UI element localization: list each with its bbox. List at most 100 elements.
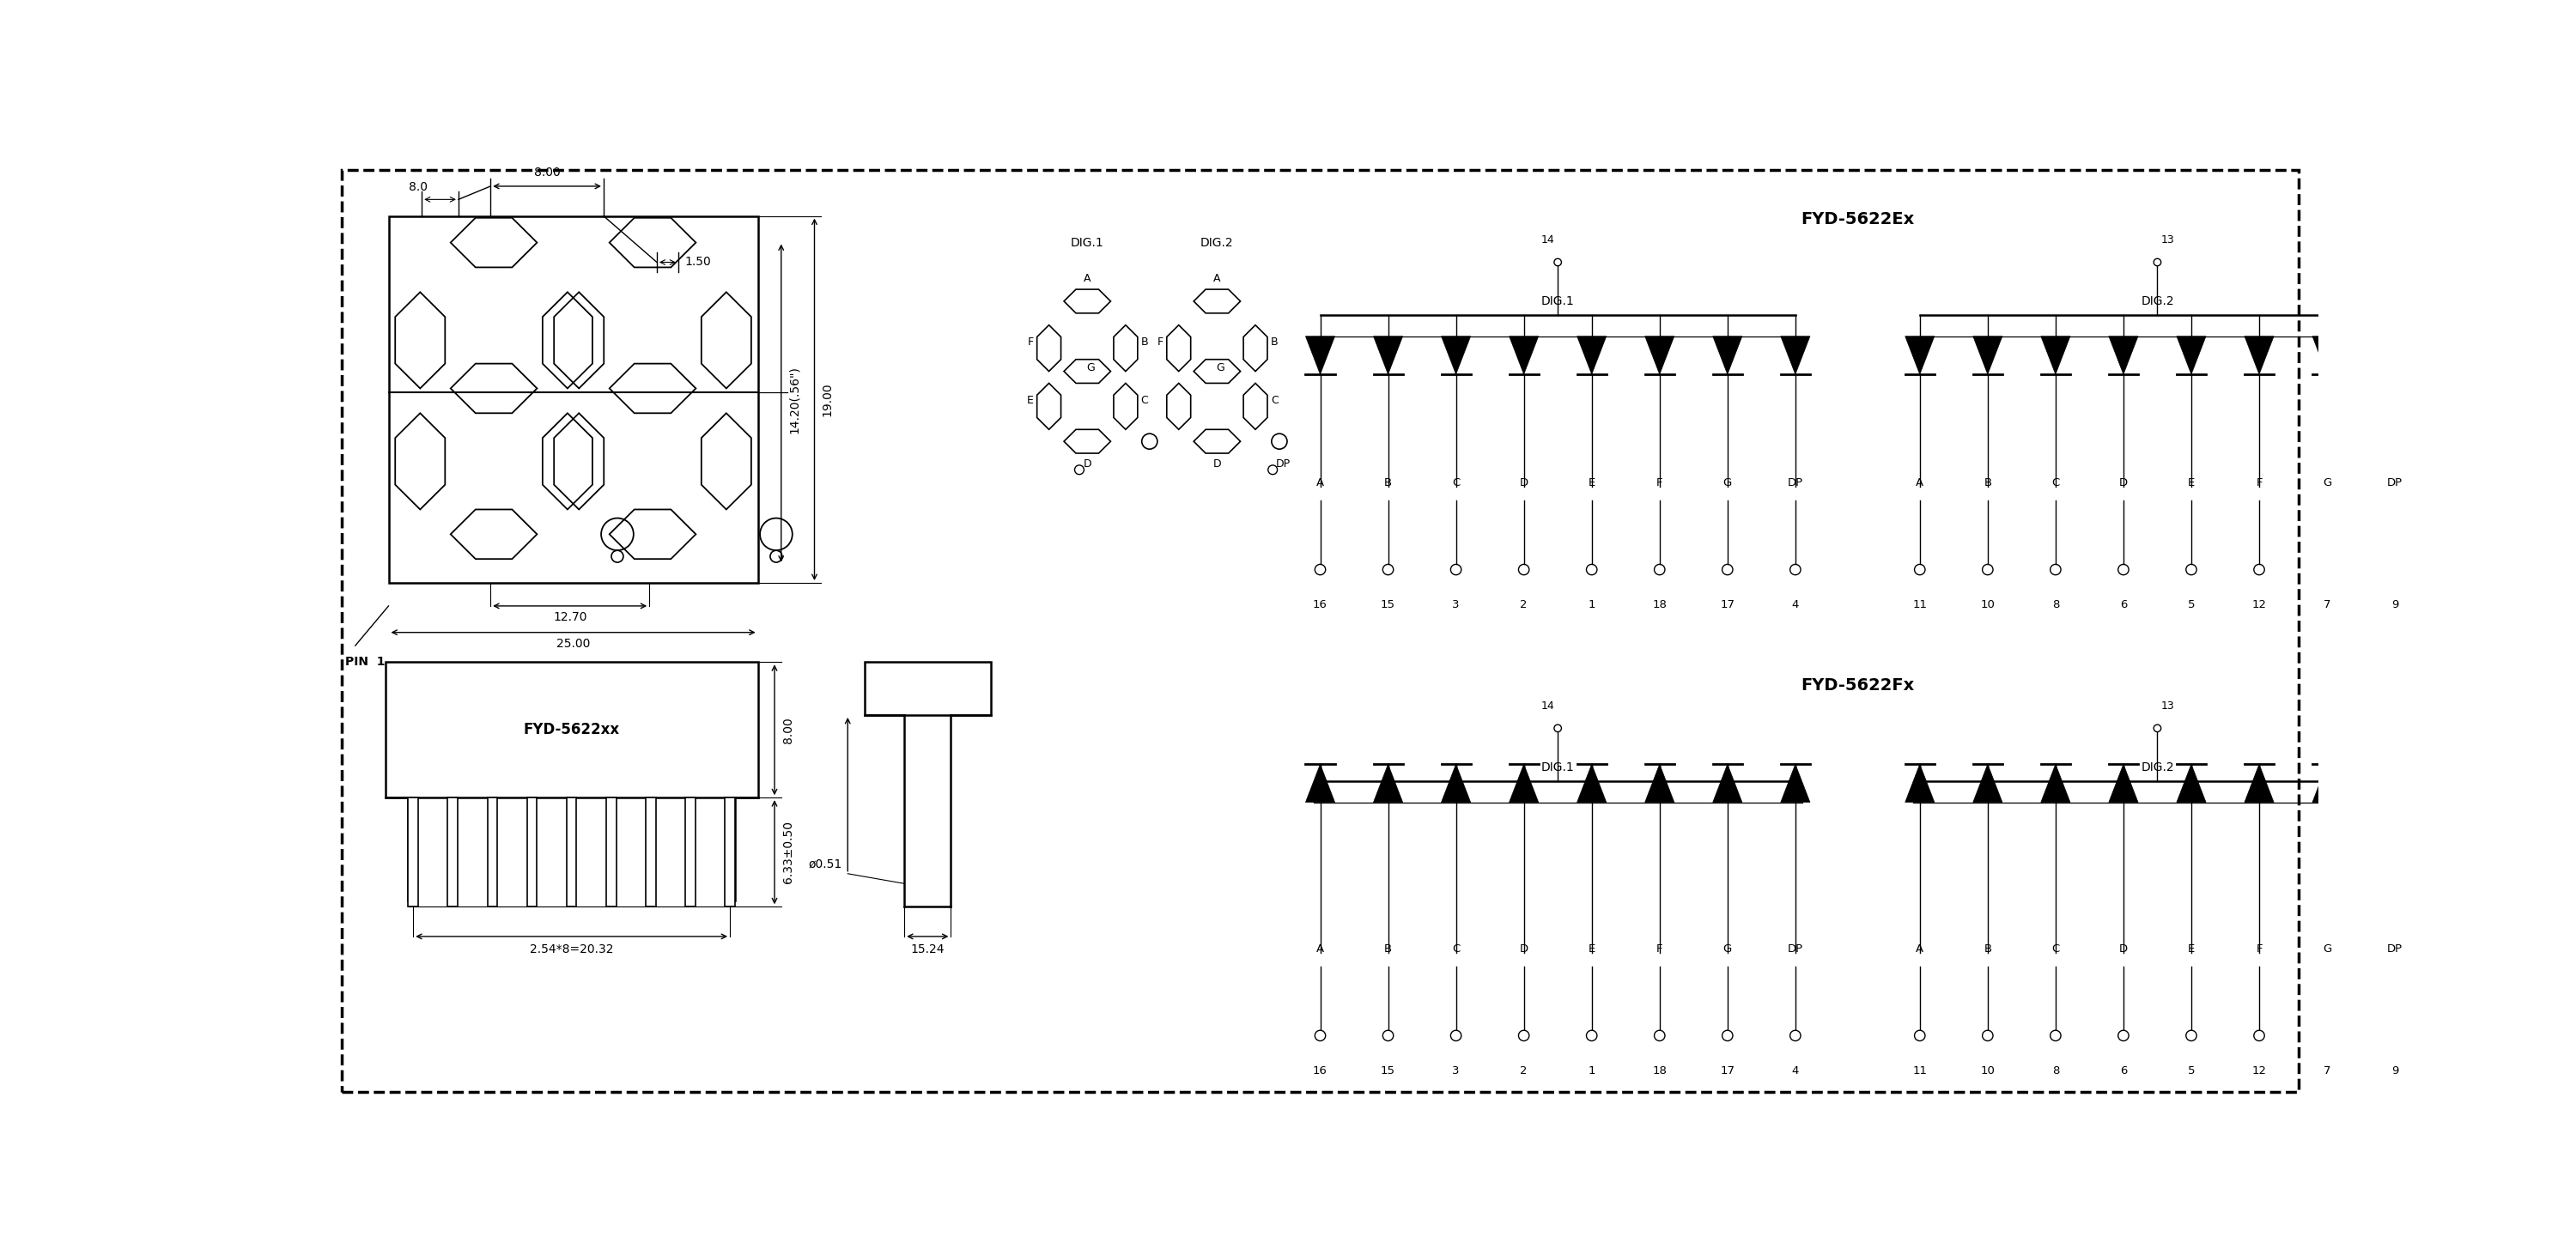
Text: 8.00: 8.00: [533, 166, 559, 179]
Text: PIN  1: PIN 1: [345, 656, 386, 667]
Text: 14: 14: [1540, 701, 1553, 712]
Text: DIG.1: DIG.1: [1540, 761, 1574, 773]
Text: DIG.2: DIG.2: [2141, 761, 2174, 773]
Polygon shape: [2110, 336, 2138, 375]
Text: 19.00: 19.00: [822, 382, 832, 416]
Text: 16: 16: [1314, 600, 1327, 611]
Text: A: A: [1917, 477, 1924, 488]
Text: B: B: [1141, 337, 1149, 347]
Text: E: E: [1589, 477, 1595, 488]
Text: 2.54*8=20.32: 2.54*8=20.32: [531, 943, 613, 955]
Text: DP: DP: [1788, 477, 1803, 488]
Text: B: B: [1984, 477, 1991, 488]
Text: 3: 3: [1453, 1065, 1461, 1077]
Text: 15: 15: [1381, 600, 1396, 611]
Bar: [448, 798, 459, 907]
Text: 13: 13: [2161, 701, 2174, 712]
Text: A: A: [1917, 943, 1924, 954]
Text: 16: 16: [1314, 1065, 1327, 1077]
Polygon shape: [2040, 764, 2071, 802]
Text: G: G: [2324, 943, 2331, 954]
Text: F: F: [1656, 477, 1664, 488]
Text: 1: 1: [1587, 1065, 1595, 1077]
Text: 10: 10: [1981, 1065, 1994, 1077]
Polygon shape: [2040, 336, 2071, 375]
Polygon shape: [1973, 764, 2002, 802]
Bar: [605, 798, 616, 907]
Polygon shape: [1577, 336, 1607, 375]
Text: F: F: [1656, 943, 1664, 954]
Text: A: A: [1316, 477, 1324, 488]
Text: D: D: [1520, 943, 1528, 954]
Polygon shape: [1510, 764, 1538, 802]
Polygon shape: [2380, 336, 2409, 375]
Text: A: A: [1316, 943, 1324, 954]
Text: B: B: [1984, 943, 1991, 954]
Text: DIG.1: DIG.1: [1540, 295, 1574, 307]
Polygon shape: [1780, 336, 1811, 375]
Text: 4: 4: [1793, 1065, 1798, 1077]
Polygon shape: [2110, 764, 2138, 802]
Text: 8: 8: [2053, 600, 2058, 611]
Text: G: G: [1723, 943, 1731, 954]
Text: 10: 10: [1981, 600, 1994, 611]
Text: D: D: [2120, 477, 2128, 488]
Polygon shape: [1443, 336, 1471, 375]
Text: G: G: [1216, 362, 1224, 373]
Bar: [724, 798, 734, 907]
Polygon shape: [2177, 764, 2205, 802]
Text: C: C: [1270, 395, 1278, 406]
Text: 14.20(.56"): 14.20(.56"): [788, 366, 799, 433]
Text: 12.70: 12.70: [554, 611, 587, 623]
Text: F: F: [1157, 337, 1164, 347]
Bar: [487, 798, 497, 907]
Polygon shape: [1373, 764, 1404, 802]
Text: E: E: [2187, 477, 2195, 488]
Text: D: D: [1520, 477, 1528, 488]
Text: 7: 7: [2324, 1065, 2331, 1077]
Text: 18: 18: [1651, 600, 1667, 611]
Text: FYD-5622Ex: FYD-5622Ex: [1801, 211, 1914, 227]
Text: FYD-5622xx: FYD-5622xx: [523, 722, 621, 738]
Text: 6: 6: [2120, 1065, 2128, 1077]
Bar: [407, 798, 417, 907]
Polygon shape: [1306, 336, 1334, 375]
Text: E: E: [2187, 943, 2195, 954]
Polygon shape: [2244, 764, 2275, 802]
Text: FYD-5622Fx: FYD-5622Fx: [1801, 677, 1914, 693]
Text: 12: 12: [2251, 600, 2267, 611]
Text: C: C: [1453, 477, 1461, 488]
Polygon shape: [2313, 764, 2342, 802]
Text: 6.33±0.50: 6.33±0.50: [783, 821, 793, 883]
Bar: [647, 798, 657, 907]
Text: 17: 17: [1721, 600, 1734, 611]
Text: 17: 17: [1721, 1065, 1734, 1077]
Text: 8: 8: [2053, 1065, 2058, 1077]
Text: 8.0: 8.0: [410, 181, 428, 192]
Polygon shape: [1646, 764, 1674, 802]
Polygon shape: [1906, 764, 1935, 802]
Text: DIG.2: DIG.2: [1200, 237, 1234, 249]
Text: B: B: [1270, 337, 1278, 347]
Polygon shape: [1646, 336, 1674, 375]
Text: DIG.1: DIG.1: [1072, 237, 1105, 249]
Text: DIG.2: DIG.2: [2141, 295, 2174, 307]
Text: D: D: [1082, 458, 1092, 470]
Polygon shape: [1713, 336, 1741, 375]
Text: B: B: [1383, 943, 1391, 954]
Text: C: C: [1453, 943, 1461, 954]
Bar: [528, 798, 536, 907]
Text: F: F: [1028, 337, 1033, 347]
Polygon shape: [2244, 336, 2275, 375]
Bar: [866, 662, 992, 714]
Text: G: G: [1723, 477, 1731, 488]
Polygon shape: [1973, 336, 2002, 375]
Polygon shape: [1510, 336, 1538, 375]
Polygon shape: [1443, 764, 1471, 802]
Text: F: F: [2257, 943, 2262, 954]
Text: 6: 6: [2120, 600, 2128, 611]
Text: DP: DP: [1275, 458, 1291, 470]
Bar: [567, 798, 577, 907]
Text: A: A: [1084, 272, 1092, 284]
Text: ø0.51: ø0.51: [809, 858, 842, 871]
